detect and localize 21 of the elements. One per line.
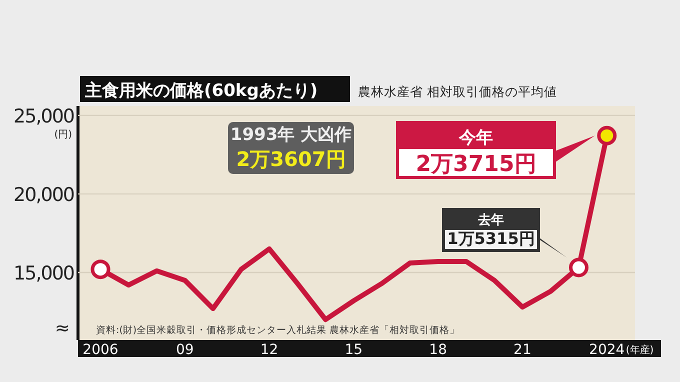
x-tick-label: 21 [514,342,532,358]
point [597,126,617,146]
chart-title: 主食用米の価格(60kgあたり) [84,81,318,101]
point [90,260,110,280]
text: ≈ [54,318,70,339]
y-tick-label: 20,000 [14,184,74,206]
y-tick-label: 25,000 [14,105,74,128]
x-axis-title: (年産) [626,344,654,356]
y-tick-label: 15,000 [14,262,74,284]
x-tick-label: 09 [176,342,194,358]
annotation: 今年 2万3715円 [416,128,536,177]
chart-subtitle: 農林水産省 相対取引価格の平均値 [358,84,557,99]
y-axis-title: (円) [54,129,72,140]
x-tick-label: 2024 [589,342,625,358]
x-tick-label: 15 [344,342,363,358]
x-tick-label: 18 [429,342,447,358]
x-tick-label: 2006 [82,342,118,358]
annotation: 資料:(財)全国米穀取引・価格形成センター入札結果 農林水産省「相対取引価格」 [96,324,460,336]
x-tick-label: 12 [260,342,278,358]
annotation: 去年 1万5315円 [447,213,535,248]
point [568,258,588,278]
